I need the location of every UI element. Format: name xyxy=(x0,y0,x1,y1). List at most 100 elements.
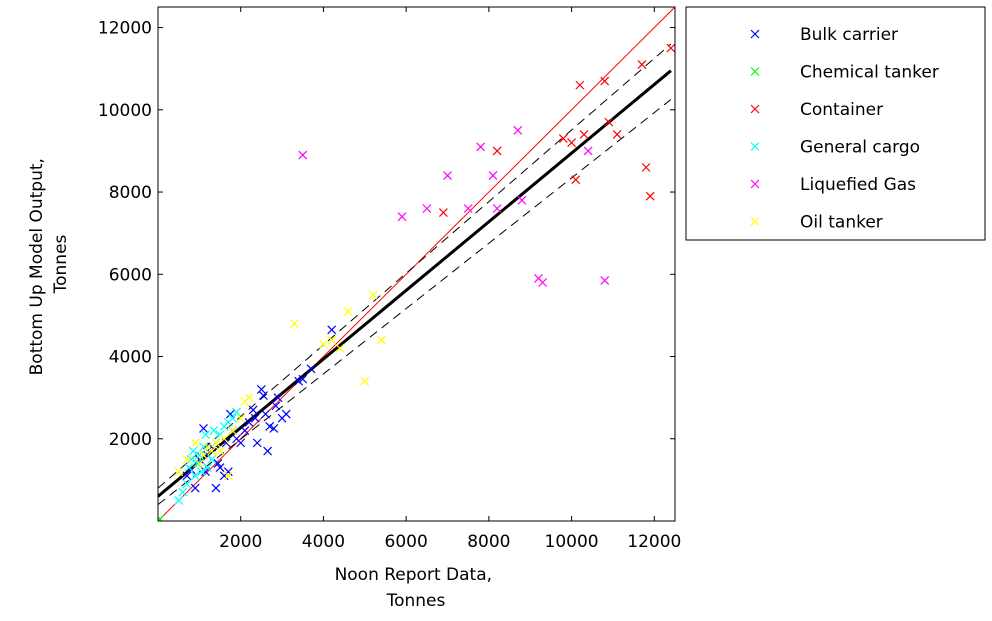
point-general-cargo xyxy=(174,496,184,505)
plot-frame xyxy=(157,6,676,522)
legend-label: Chemical tanker xyxy=(800,63,939,83)
legend-label: Container xyxy=(800,100,883,120)
point-container xyxy=(641,162,651,172)
point-general-cargo xyxy=(197,467,206,477)
point-container xyxy=(579,130,589,139)
point-bulk-carrier xyxy=(223,467,233,477)
x-tick-label: 4000 xyxy=(302,532,345,552)
point-oil-tanker xyxy=(223,471,233,481)
point-liquefied-gas xyxy=(492,204,502,213)
point-bulk-carrier xyxy=(298,374,308,384)
legend-label: General cargo xyxy=(800,138,920,158)
point-bulk-carrier xyxy=(265,421,275,431)
point-bulk-carrier xyxy=(182,471,192,481)
line-fit-confidence-upper xyxy=(158,43,672,489)
point-liquefied-gas xyxy=(443,171,452,181)
point-general-cargo xyxy=(188,446,198,456)
point-bulk-carrier xyxy=(256,384,266,394)
x-axis: 2000 4000 6000 8000 10000 12000 xyxy=(219,7,681,552)
point-bulk-carrier xyxy=(236,438,246,448)
data-points xyxy=(158,43,675,521)
legend-marker xyxy=(750,142,760,151)
point-general-cargo xyxy=(228,413,237,423)
point-oil-tanker xyxy=(190,438,200,448)
point-oil-tanker xyxy=(228,426,237,435)
point-container xyxy=(438,208,448,218)
y-tick-label: 2000 xyxy=(109,430,152,450)
point-general-cargo xyxy=(209,426,219,435)
point-liquefied-gas xyxy=(583,146,593,156)
point-general-cargo xyxy=(207,454,217,464)
point-container xyxy=(492,146,502,156)
line-fit-prediction xyxy=(158,70,672,497)
point-container xyxy=(645,191,655,201)
point-oil-tanker xyxy=(290,319,299,329)
point-oil-tanker xyxy=(207,446,217,456)
y-axis-title-line-1: Bottom Up Model Output, xyxy=(27,158,47,375)
x-tick-label: 8000 xyxy=(467,532,510,552)
y-tick-label: 8000 xyxy=(109,183,152,203)
point-general-cargo xyxy=(199,442,208,452)
point-general-cargo xyxy=(178,487,188,497)
point-oil-tanker xyxy=(215,446,225,456)
point-general-cargo xyxy=(192,459,202,468)
point-bulk-carrier xyxy=(250,413,260,423)
point-general-cargo xyxy=(186,454,196,464)
point-container xyxy=(612,130,622,139)
point-bulk-carrier xyxy=(199,424,208,433)
point-liquefied-gas xyxy=(298,150,308,160)
y-axis-title: Bottom Up Model Output, Tonnes xyxy=(27,158,71,375)
point-bulk-carrier xyxy=(259,391,268,401)
legend-marker xyxy=(750,67,760,76)
point-container xyxy=(600,76,610,86)
point-bulk-carrier xyxy=(211,483,221,493)
point-oil-tanker xyxy=(360,376,370,386)
point-container xyxy=(637,60,647,69)
y-axis-title-line-2: Tonnes xyxy=(51,234,71,294)
x-axis-title-line-2: Tonnes xyxy=(386,591,446,611)
legend-marker xyxy=(750,104,760,114)
point-container xyxy=(575,80,585,90)
point-liquefied-gas xyxy=(476,142,486,152)
point-bulk-carrier xyxy=(281,409,291,419)
x-axis-title-line-1: Noon Report Data, xyxy=(335,565,492,585)
point-oil-tanker xyxy=(199,450,208,460)
legend-label: Liquefied Gas xyxy=(800,175,916,195)
legend-label: Oil tanker xyxy=(800,213,883,233)
x-tick-label: 12000 xyxy=(627,532,681,552)
point-bulk-carrier xyxy=(327,325,337,335)
point-liquefied-gas xyxy=(538,278,548,287)
point-liquefied-gas xyxy=(600,276,610,285)
legend: Bulk carrier Chemical tanker Container Gene… xyxy=(685,6,986,241)
point-oil-tanker xyxy=(244,393,254,403)
point-chemical-tanker xyxy=(158,514,165,521)
point-bulk-carrier xyxy=(269,424,279,433)
legend-marker xyxy=(750,179,760,189)
point-liquefied-gas xyxy=(397,212,407,222)
legend-marker xyxy=(750,217,760,226)
point-general-cargo xyxy=(203,463,213,472)
legend-marker xyxy=(750,29,760,39)
point-oil-tanker xyxy=(236,413,246,423)
y-tick-label: 12000 xyxy=(98,19,152,39)
point-liquefied-gas xyxy=(517,195,527,205)
point-general-cargo xyxy=(184,463,194,472)
point-container xyxy=(571,175,581,185)
line-y-x-reference xyxy=(158,7,675,521)
point-bulk-carrier xyxy=(215,463,225,472)
point-oil-tanker xyxy=(182,454,192,464)
point-bulk-carrier xyxy=(240,426,250,435)
point-oil-tanker xyxy=(194,459,204,468)
point-container xyxy=(567,138,577,148)
point-container xyxy=(604,117,614,127)
point-liquefied-gas xyxy=(463,204,473,213)
point-general-cargo xyxy=(201,430,210,440)
y-tick-label: 4000 xyxy=(109,348,152,368)
point-oil-tanker xyxy=(368,290,378,300)
point-general-cargo xyxy=(182,479,192,489)
point-liquefied-gas xyxy=(513,125,523,135)
point-general-cargo xyxy=(190,471,200,481)
point-oil-tanker xyxy=(327,335,337,345)
point-oil-tanker xyxy=(335,343,345,353)
